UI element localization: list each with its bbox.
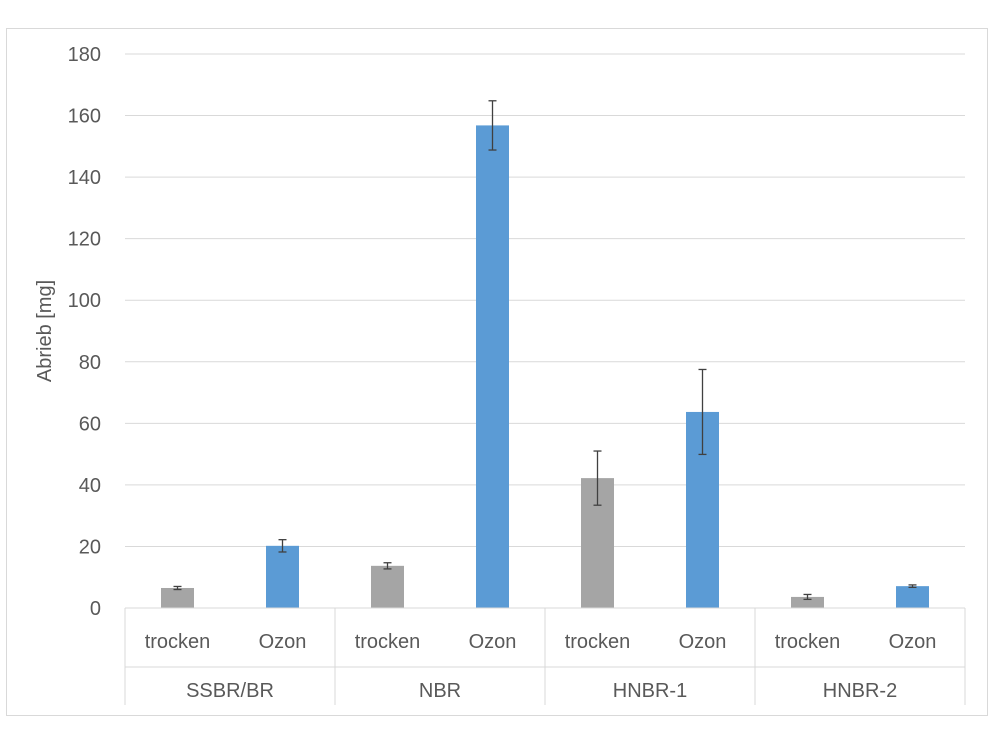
y-tick-label: 100 [68,290,101,312]
x-tick-label: Ozon [469,631,517,653]
x-tick-label: trocken [145,631,211,653]
y-axis-tick-labels: 0 20 40 60 80 100 120 140 160 180 [68,44,101,620]
y-tick-label: 120 [68,229,101,251]
x-group-label: HNBR-2 [823,680,897,702]
x-group-label: SSBR/BR [186,680,274,702]
bar-nbr-trocken [371,565,404,608]
y-tick-label: 60 [79,413,101,435]
y-tick-label: 0 [90,598,101,620]
error-bars [173,100,917,601]
bar-hnbr-2-trocken [791,596,824,608]
y-tick-label: 20 [79,536,101,558]
gridlines [125,53,965,547]
x-group-label: NBR [419,680,461,702]
bar-hnbr-2-ozon [896,586,929,608]
x-group-label: HNBR-1 [613,680,687,702]
y-tick-label: 180 [68,44,101,66]
x-tick-label: Ozon [889,631,937,653]
x-tick-label: trocken [355,631,421,653]
x-tick-label: Ozon [259,631,307,653]
bars [161,125,929,608]
y-tick-label: 160 [68,106,101,128]
bar-ssbr/br-trocken [161,587,194,608]
x-tick-label: Ozon [679,631,727,653]
y-tick-label: 140 [68,167,101,189]
x-axis: trocken Ozon SSBR/BR trocken Ozon NBR trocken O… [124,607,966,705]
x-tick-label: trocken [775,631,841,653]
y-axis-label: Abrieb [mg] [34,280,56,382]
bar-nbr-ozon [476,125,509,608]
y-tick-label: 80 [79,352,101,374]
bar-ssbr/br-ozon [266,545,299,608]
x-tick-label: trocken [565,631,631,653]
y-tick-label: 40 [79,475,101,497]
chart-frame [6,28,988,716]
